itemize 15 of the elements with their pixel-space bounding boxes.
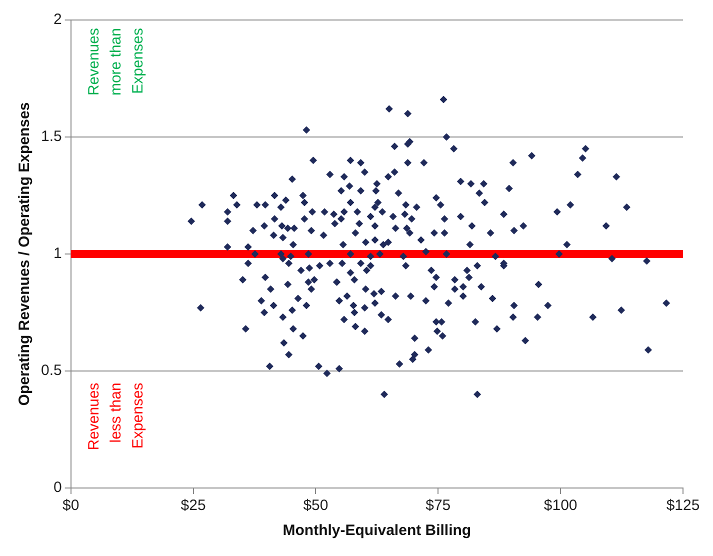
x-tick-label: $0: [62, 497, 80, 514]
annotation: Revenues more than Expenses: [85, 28, 146, 96]
y-tick-label: 1: [54, 245, 62, 262]
y-tick-label: 2: [54, 11, 62, 28]
y-tick-label: 0.5: [40, 362, 62, 380]
x-tick-label: $100: [544, 497, 578, 514]
y-tick-label: 0: [54, 479, 62, 496]
x-axis-title: Monthly-Equivalent Billing: [282, 522, 472, 540]
y-tick-label: 1.5: [40, 128, 62, 146]
annotation: Revenues less than Expenses: [85, 382, 146, 450]
x-tick-label: $75: [426, 497, 451, 514]
y-axis-title: Operating Revenues / Operating Expenses: [16, 102, 34, 406]
x-tick-label: $25: [180, 497, 206, 514]
x-tick-label: $125: [666, 497, 700, 514]
x-tick-label: $50: [303, 497, 328, 514]
